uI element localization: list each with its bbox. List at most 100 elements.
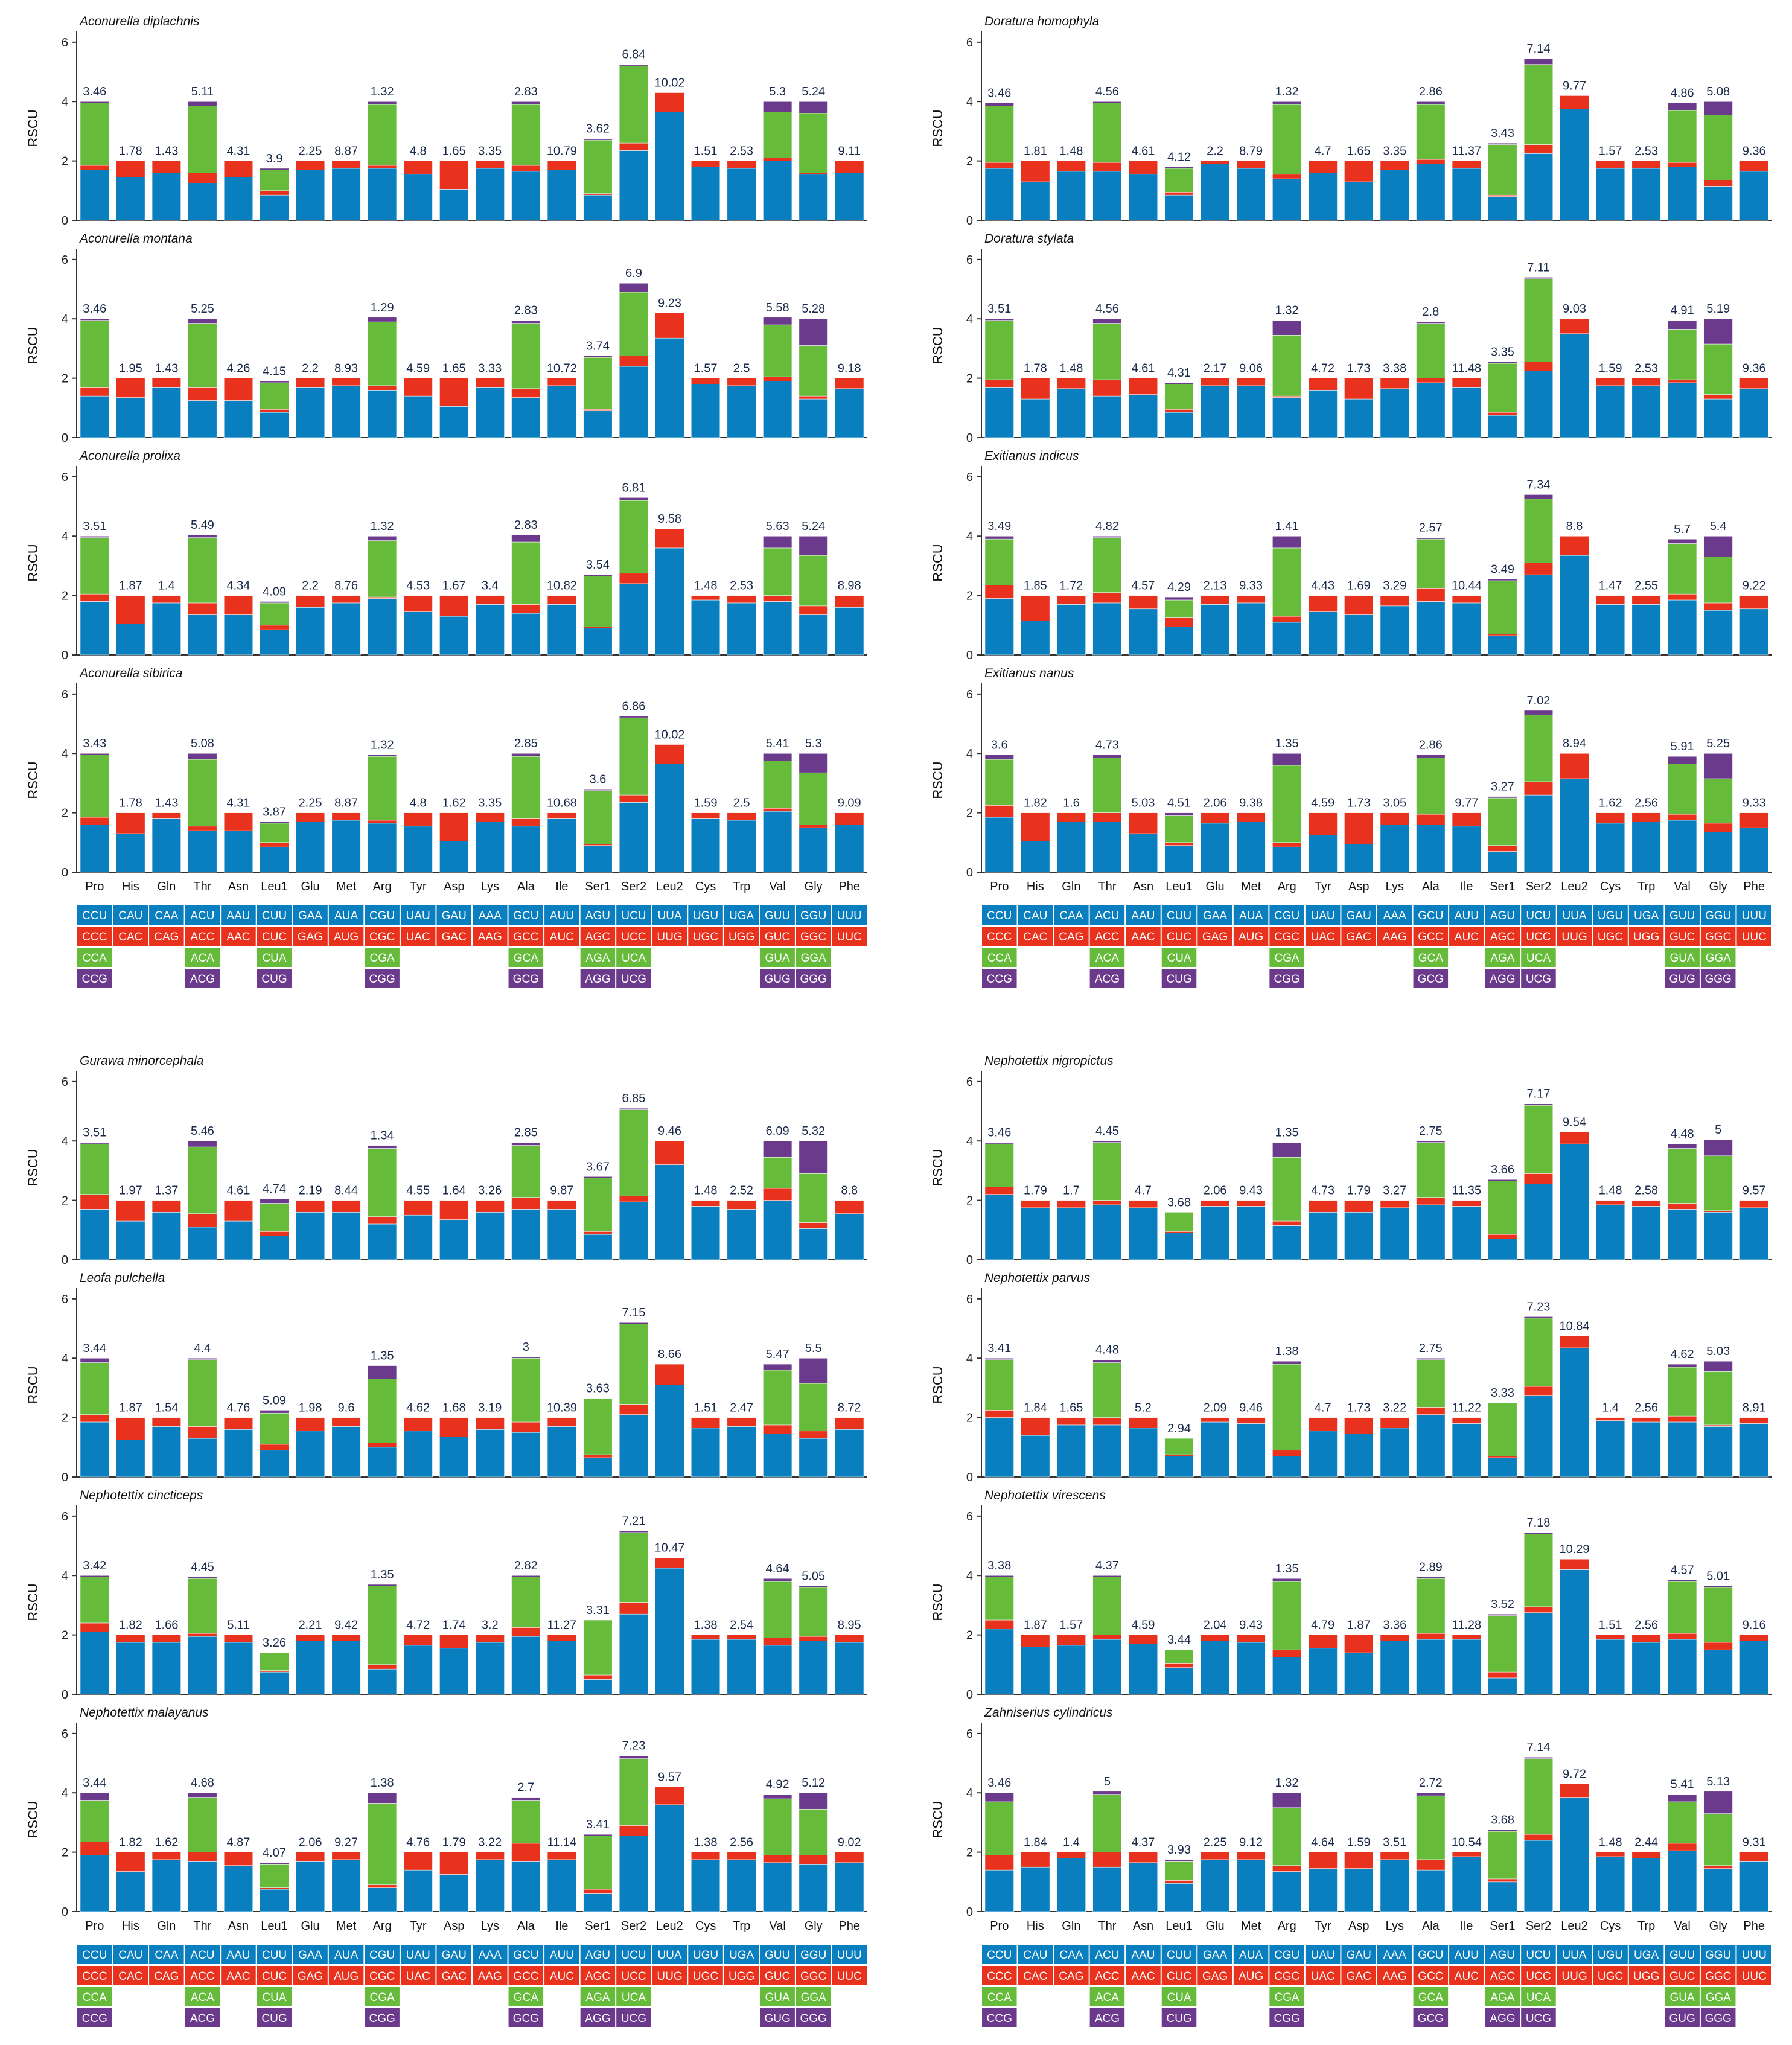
bar-segment (1128, 1417, 1158, 1429)
codon-cell (1197, 1966, 1232, 1985)
codon-label: CUU (262, 1949, 287, 1962)
bar-segment (80, 1142, 109, 1144)
bar-data-label: 1.78 (1024, 362, 1047, 375)
bar-data-label: 4.57 (1131, 579, 1155, 593)
bar-segment (188, 1438, 217, 1478)
bar-data-label: 1.82 (119, 1836, 142, 1849)
bar-segment (1452, 1417, 1481, 1424)
codon-cell (185, 969, 220, 988)
bar-segment (368, 820, 397, 824)
x-tick-label: Met (1241, 1919, 1261, 1933)
codon-cell (616, 969, 651, 988)
bar-segment (727, 812, 756, 821)
bar-segment (1128, 174, 1158, 221)
bar-segment (1668, 1633, 1697, 1640)
y-tick-label: 6 (966, 36, 973, 49)
x-tick-label: Asp (444, 1919, 464, 1933)
bar-segment (439, 189, 469, 221)
bar-segment (1416, 159, 1446, 164)
bar-data-label: 4.48 (1671, 1128, 1694, 1141)
bar-data-label: 4.7 (1315, 1402, 1331, 1415)
bar-data-label: 9.22 (1743, 579, 1766, 593)
bar-segment (583, 1679, 613, 1695)
bar-segment (655, 528, 684, 549)
bar-segment (1056, 822, 1086, 873)
y-tick-label: 4 (62, 530, 68, 543)
bar-segment (1416, 1633, 1446, 1640)
bar-segment (1703, 557, 1733, 604)
codon-cell (328, 1966, 364, 1985)
bar-segment (368, 389, 397, 438)
bar-segment (1523, 1103, 1554, 1106)
bar-segment (368, 1584, 397, 1586)
codon-cell (1557, 927, 1592, 946)
bar-segment (799, 1855, 828, 1865)
codon-label: GCC (1418, 1970, 1443, 1983)
bar-segment (1056, 595, 1086, 605)
bar-segment (1488, 412, 1517, 416)
y-tick-label: 6 (62, 1728, 68, 1741)
bar-data-label: 10.54 (1452, 1836, 1482, 1849)
bar-segment (1236, 1423, 1266, 1478)
bar-segment (511, 1843, 541, 1862)
bar-segment (1631, 595, 1661, 605)
bar-segment (1488, 635, 1517, 656)
bar-segment (188, 1577, 217, 1579)
bar-segment (439, 406, 469, 438)
bar-segment (799, 555, 828, 607)
codon-cell (1413, 1966, 1449, 1985)
bar-segment (1488, 796, 1517, 799)
bar-segment (984, 1410, 1014, 1418)
bar-segment (1164, 1861, 1194, 1881)
bar-segment (1523, 794, 1554, 873)
bar-segment (1668, 167, 1697, 221)
codon-cell (1018, 1945, 1053, 1964)
codon-label: UAU (1311, 1949, 1335, 1962)
codon-cell (77, 927, 112, 946)
codon-cell (544, 905, 579, 925)
x-tick-label: Arg (1278, 1919, 1296, 1933)
codon-label: AGU (1490, 1949, 1515, 1962)
codon-label: CUA (262, 1991, 286, 2004)
codon-label: AGA (1490, 1991, 1514, 2004)
bar-segment (799, 101, 828, 114)
bar-data-label: 2.04 (1204, 1619, 1227, 1632)
bar-segment (151, 1211, 181, 1260)
codon-label: GAG (298, 1970, 323, 1983)
bar-segment (475, 161, 505, 169)
bar-data-label: 1.32 (371, 520, 394, 533)
bar-segment (1703, 823, 1733, 832)
bar-segment (1380, 824, 1409, 873)
bar-data-label: 9.87 (550, 1184, 573, 1198)
bar-segment (583, 138, 613, 141)
y-axis-label: RSCU (930, 1583, 945, 1621)
bar-segment (116, 1871, 145, 1912)
codon-label: GAA (1203, 1949, 1227, 1962)
bar-segment (116, 1440, 145, 1478)
bar-segment (547, 1641, 576, 1695)
codon-cell (1089, 1966, 1125, 1985)
bar-segment (619, 1613, 649, 1695)
bar-segment (1668, 1639, 1697, 1695)
codon-cell (149, 905, 184, 925)
x-tick-label: Leu2 (656, 1919, 683, 1933)
x-tick-label: Ser2 (621, 880, 646, 893)
bar-data-label: 5.5 (805, 1342, 822, 1355)
bar-segment (1200, 1200, 1230, 1207)
bar-segment (295, 812, 325, 822)
codon-label: UAU (1311, 910, 1335, 922)
bar-data-label: 2.75 (1419, 1342, 1443, 1355)
bar-segment (619, 1414, 649, 1478)
x-tick-label: Cys (1600, 1919, 1621, 1933)
bar-data-label: 1.78 (119, 797, 142, 810)
bar-segment (188, 759, 217, 827)
bar-segment (116, 378, 145, 398)
codon-cell (1413, 927, 1449, 946)
bar-segment (188, 1140, 217, 1147)
codon-label: UAC (406, 1970, 430, 1983)
bar-segment (1416, 824, 1446, 873)
bar-segment (763, 547, 792, 596)
bar-segment (223, 177, 253, 221)
bar-segment (1488, 363, 1517, 413)
bar-data-label: 10.29 (1559, 1543, 1589, 1556)
